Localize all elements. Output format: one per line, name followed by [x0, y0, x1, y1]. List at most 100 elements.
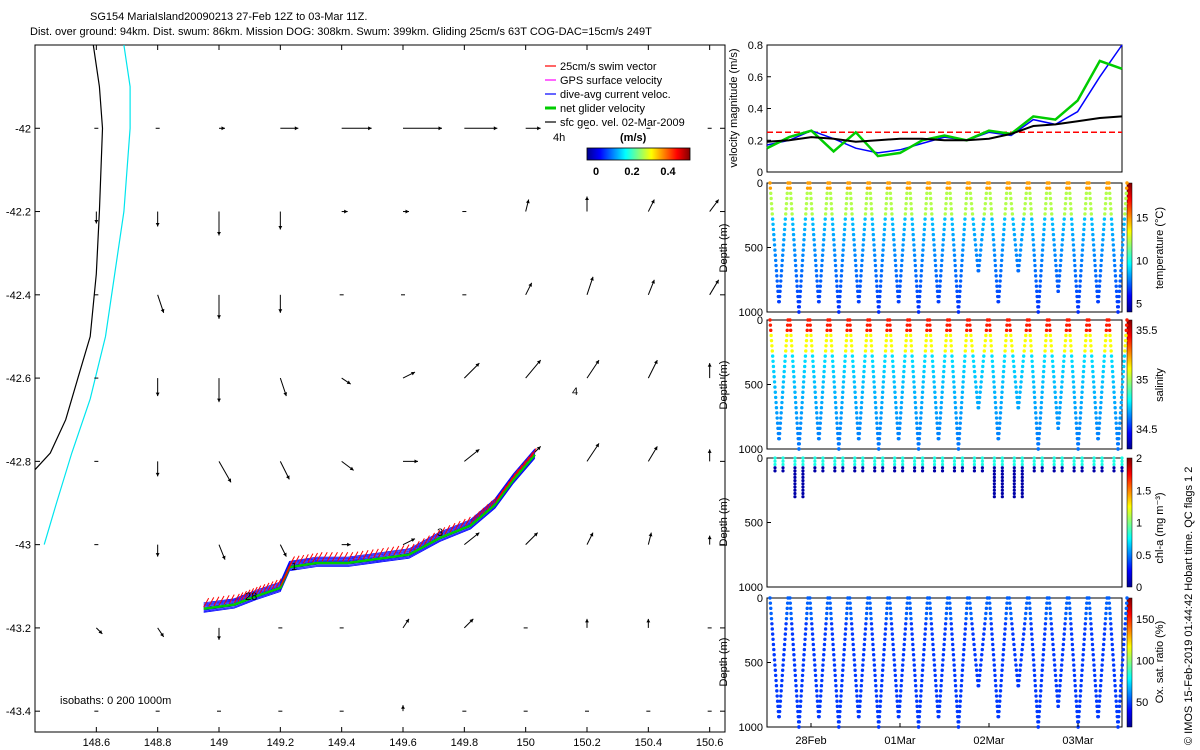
map-ytick-label: -42 [15, 123, 31, 135]
sample-point [932, 459, 937, 463]
sample-point [977, 673, 982, 678]
sample-point [823, 217, 827, 221]
sample-point [914, 411, 918, 415]
sample-point [1070, 222, 1074, 226]
sample-point [984, 196, 988, 201]
sample-point [854, 274, 859, 278]
velocity-arrow [402, 538, 416, 546]
sample-point [772, 375, 776, 379]
sample-point [1034, 416, 1038, 420]
sample-point [919, 416, 923, 420]
sample-point [980, 462, 985, 467]
sample-point [853, 253, 857, 257]
sample-point [1077, 289, 1082, 294]
sample-point [1073, 263, 1077, 268]
sample-point [919, 274, 923, 278]
sample-point [860, 673, 864, 678]
sample-point [783, 217, 788, 221]
sample-point [1080, 385, 1085, 389]
swim-vector [372, 548, 379, 559]
sample-point [974, 248, 978, 252]
sample-point [795, 284, 799, 288]
sample-point [908, 186, 912, 190]
sample-point [1120, 658, 1125, 662]
sample-point [791, 364, 795, 369]
sample-point [769, 333, 773, 338]
sample-point [944, 201, 948, 206]
sample-point [1037, 299, 1041, 304]
sample-point [895, 284, 899, 288]
date-tick-label: 02Mar [973, 735, 1005, 747]
sample-point [1028, 616, 1033, 621]
sample-point [910, 632, 914, 636]
sample-point [869, 333, 873, 338]
sample-point [882, 232, 886, 237]
sample-point [782, 647, 786, 652]
sample-point [1101, 364, 1106, 369]
sample-point [924, 344, 928, 348]
sample-point [1054, 684, 1059, 688]
sample-point [1042, 227, 1046, 232]
velocity-panel: 00.20.40.60.8 velocity magnitude (m/s) [728, 40, 1123, 179]
velocity-ylabel: velocity magnitude (m/s) [728, 48, 740, 167]
sample-point [1052, 238, 1056, 242]
colorbar-tick-label: 5 [1136, 298, 1142, 310]
colorbar-tick: 0.2 [624, 166, 639, 178]
sample-point [1082, 227, 1086, 232]
sample-point [1037, 714, 1041, 719]
sample-point [989, 349, 994, 353]
sample-point [909, 344, 914, 348]
sample-point [820, 673, 824, 678]
sample-point [1002, 364, 1006, 369]
sample-point [901, 375, 906, 379]
sample-point [1064, 191, 1069, 196]
sample-point [812, 238, 816, 242]
sample-point [1011, 217, 1015, 221]
sample-point [945, 323, 949, 327]
swim-vector [208, 597, 215, 607]
sample-point [869, 611, 873, 616]
sample-point [800, 678, 804, 683]
sample-point [1012, 469, 1016, 473]
sample-point [790, 627, 794, 631]
sample-point [1051, 364, 1055, 369]
sample-point [1124, 323, 1129, 327]
sample-point [811, 647, 816, 652]
sample-point [999, 678, 1003, 683]
sample-point [968, 191, 973, 196]
sample-point [901, 462, 905, 467]
arrow-head [278, 309, 283, 313]
sample-point [889, 207, 894, 211]
sample-point [1029, 622, 1033, 626]
sample-point [959, 274, 963, 278]
sample-point [1098, 689, 1102, 693]
sample-point [931, 227, 935, 232]
sample-point [1120, 663, 1125, 667]
sample-point [894, 400, 898, 405]
sample-point [831, 364, 835, 369]
velocity-arrow [403, 126, 442, 131]
sample-point [1043, 207, 1048, 211]
arrow-head [536, 446, 541, 451]
sample-point [962, 222, 967, 226]
sample-point [1020, 482, 1024, 486]
swim-vector [233, 593, 240, 604]
arrow-head [368, 126, 372, 131]
sample-point [1120, 380, 1125, 384]
sample-point [1111, 243, 1116, 247]
sample-point [940, 466, 945, 470]
sample-point [840, 258, 845, 263]
sample-point [910, 359, 915, 363]
sample-point [1107, 323, 1112, 327]
arrow-head [537, 126, 541, 131]
sample-point [810, 349, 814, 353]
arrow-head [715, 199, 719, 204]
sample-point [917, 709, 922, 714]
sample-point [1028, 191, 1032, 196]
sample-point [922, 369, 926, 374]
sample-point [952, 466, 957, 470]
sample-point [873, 456, 877, 460]
sample-point [904, 201, 908, 206]
sample-point [952, 248, 956, 252]
